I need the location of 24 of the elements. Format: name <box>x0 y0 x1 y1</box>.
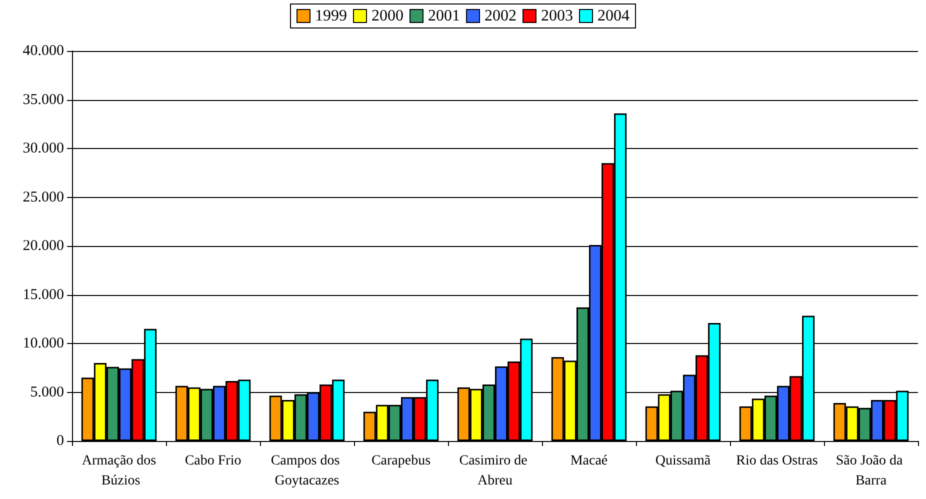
legend-label: 2000 <box>372 8 404 24</box>
legend-label: 1999 <box>315 8 347 24</box>
x-tick-label: Rio das Ostras <box>736 454 818 468</box>
y-tick-label: 40.000 <box>22 43 64 59</box>
legend-label: 2003 <box>541 8 573 24</box>
y-tick-label: 30.000 <box>22 140 64 156</box>
y-tick-label: 10.000 <box>22 336 64 352</box>
x-tick-label: Carapebus <box>371 454 431 468</box>
x-tick-label: Quissamã <box>655 454 712 468</box>
y-tick-label: 25.000 <box>22 189 64 206</box>
x-tick-label: Casimiro de Abreu <box>459 454 531 488</box>
y-tick-label: 20.000 <box>22 238 64 254</box>
legend-label: 2001 <box>428 8 460 24</box>
y-tick-label: 15.000 <box>22 286 64 303</box>
x-tick-label: Campos dos Goytacazes <box>270 454 344 488</box>
x-tick-label: Armação dos Búzios <box>82 454 156 488</box>
x-tick-label: Macaé <box>570 454 608 468</box>
y-tick-label: 0 <box>56 433 64 449</box>
legend-label: 2004 <box>598 8 630 24</box>
y-tick-label: 35.000 <box>22 92 64 108</box>
legend-label: 2002 <box>484 8 516 24</box>
x-tick-label: São João da Barra <box>836 454 906 488</box>
x-tick-label: Cabo Frio <box>184 454 242 468</box>
y-tick-label: 5.000 <box>30 384 64 400</box>
